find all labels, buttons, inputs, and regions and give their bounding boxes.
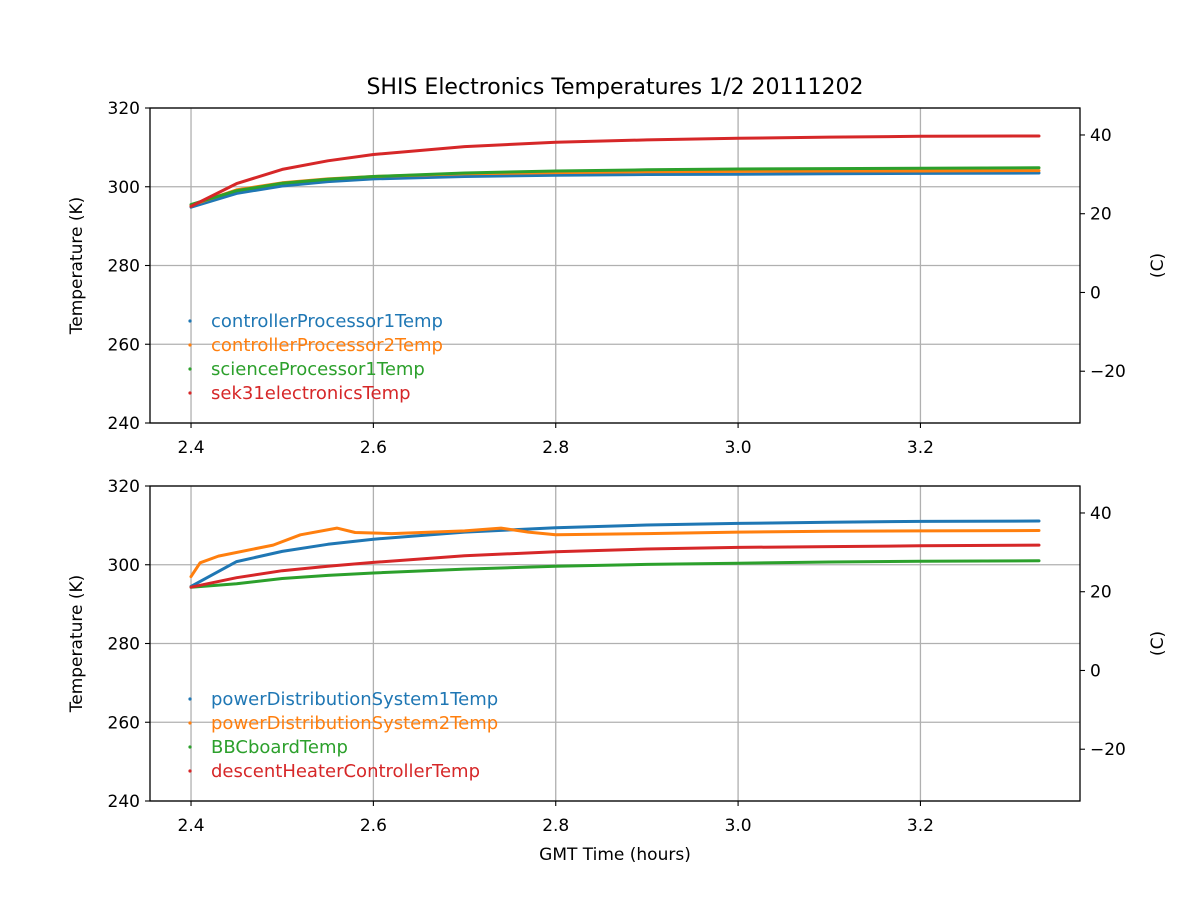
series-line-sek31electronicsTemp — [189, 134, 1041, 208]
legend-marker — [188, 697, 192, 701]
x-tick-label: 2.4 — [178, 816, 205, 836]
y-tick-label: 320 — [108, 99, 140, 119]
series-line-scienceProcessor1Temp — [189, 166, 1041, 206]
legend-marker — [188, 745, 192, 749]
x-tick-label: 3.2 — [907, 816, 934, 836]
x-axis-label: GMT Time (hours) — [539, 845, 691, 865]
legend-label: descentHeaterControllerTemp — [211, 761, 480, 782]
legend-label: sek31electronicsTemp — [211, 383, 411, 404]
y-tick-label: 240 — [108, 792, 140, 812]
legend-marker — [188, 319, 192, 323]
series-line-BBCboardTemp — [189, 559, 1041, 589]
legend-label: controllerProcessor1Temp — [211, 311, 443, 332]
x-tick-label: 3.2 — [907, 438, 934, 458]
legend-label: scienceProcessor1Temp — [211, 359, 425, 380]
y-tick-label: 280 — [108, 635, 140, 655]
x-tick-label: 3.0 — [725, 816, 752, 836]
legend-marker — [188, 367, 192, 371]
y2-axis-label: (C) — [1148, 253, 1168, 278]
legend-label: BBCboardTemp — [211, 737, 348, 758]
series-line-controllerProcessor1Temp — [189, 171, 1041, 209]
y-axis-label: Temperature (K) — [67, 197, 87, 336]
y-tick-label: 280 — [108, 257, 140, 277]
x-tick-label: 3.0 — [725, 438, 752, 458]
chart-panel-bottom: 2.4 2.6 2.8 3.0 3.2 240 260 280 300 320 −20 0 20 40 Te… — [67, 477, 1168, 836]
y-tick-label: 300 — [108, 556, 140, 576]
y-tick-label: 260 — [108, 713, 140, 733]
y2-tick-label: −20 — [1090, 740, 1126, 760]
series-line-descentHeaterControllerTemp — [189, 543, 1041, 589]
legend-marker — [188, 721, 192, 725]
x-tick-label: 2.6 — [360, 816, 387, 836]
legend-marker — [188, 769, 192, 773]
y2-axis-label: (C) — [1148, 631, 1168, 656]
legend-label: controllerProcessor2Temp — [211, 335, 443, 356]
y2-tick-label: 0 — [1090, 661, 1101, 681]
x-tick-label: 2.8 — [542, 816, 569, 836]
y-tick-label: 320 — [108, 477, 140, 497]
series-line-powerDistributionSystem2Temp — [189, 526, 1041, 579]
y-axis-label: Temperature (K) — [67, 575, 87, 714]
legend-marker — [188, 343, 192, 347]
y2-tick-label: 40 — [1090, 126, 1112, 146]
y2-tick-label: 20 — [1090, 583, 1112, 603]
y2-tick-label: 40 — [1090, 504, 1112, 524]
x-tick-label: 2.6 — [360, 438, 387, 458]
x-tick-label: 2.4 — [178, 438, 205, 458]
y2-tick-label: 20 — [1090, 205, 1112, 225]
y-tick-label: 260 — [108, 335, 140, 355]
y-tick-label: 300 — [108, 178, 140, 198]
y-tick-label: 240 — [108, 414, 140, 434]
x-tick-label: 2.8 — [542, 438, 569, 458]
y2-tick-label: −20 — [1090, 362, 1126, 382]
figure-title: SHIS Electronics Temperatures 1/2 201112… — [366, 75, 863, 100]
legend-marker — [188, 391, 192, 395]
legend-label: powerDistributionSystem1Temp — [211, 689, 498, 710]
legend-label: powerDistributionSystem2Temp — [211, 713, 498, 734]
y2-tick-label: 0 — [1090, 283, 1101, 303]
chart-panel-top: 2.4 2.6 2.8 3.0 3.2 240 260 280 300 320 −20 0 20 40 Te… — [67, 99, 1168, 458]
